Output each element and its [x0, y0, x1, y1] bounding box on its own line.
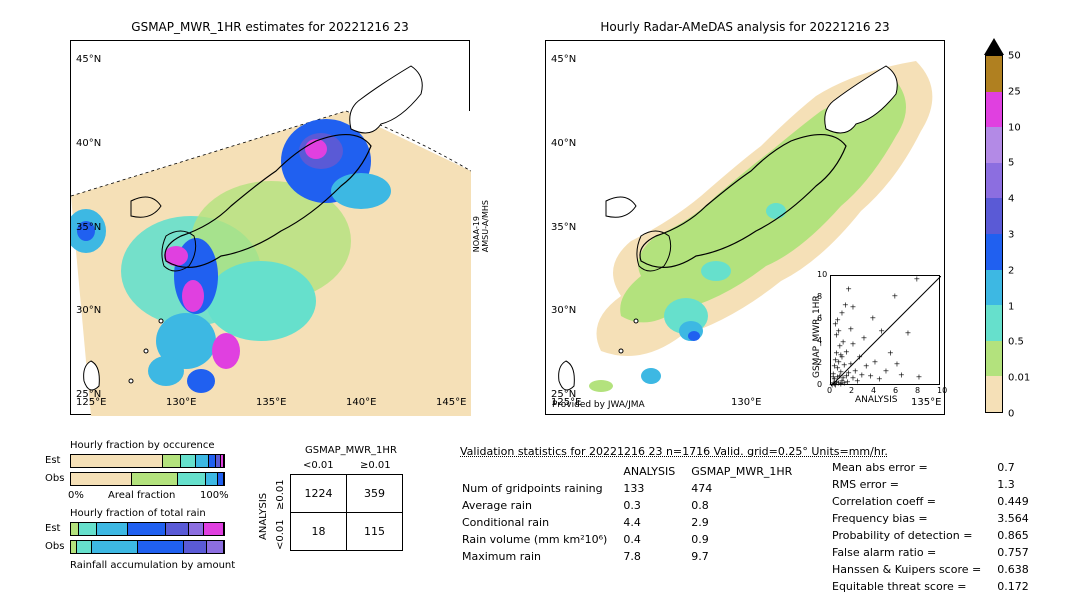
validation-right-table: Mean abs error =0.7RMS error =1.3Correla… [830, 458, 1045, 596]
occ-x1: Areal fraction [108, 490, 175, 501]
occ-title: Hourly fraction by occurence [70, 440, 214, 451]
cont-10: 18 [291, 513, 347, 551]
cont-01: 359 [347, 475, 403, 513]
validation-left-table: ANALYSISGSMAP_MWR_1HR Num of gridpoints … [460, 462, 808, 566]
satellite-label: NOAA-19AMSU-A/MHS [472, 200, 490, 252]
cont-row0: ≥0.01 [275, 479, 286, 510]
cont-00: 1224 [291, 475, 347, 513]
rain-title: Hourly fraction of total rain [70, 508, 206, 519]
colorbar: 00.010.512345102550 [985, 55, 1003, 413]
scatter-inset: ++++++++++++++++++++++++++++++++++++++++… [830, 275, 940, 385]
occ-x0: 0% [68, 490, 84, 501]
left-map-svg [71, 41, 471, 416]
vl-h1: GSMAP_MWR_1HR [691, 464, 806, 479]
occ-est-bar [70, 454, 225, 468]
occ-est-label: Est [45, 455, 60, 466]
rain-est-label: Est [45, 523, 60, 534]
cont-11: 115 [347, 513, 403, 551]
contingency-table: 1224359 18115 [290, 474, 403, 551]
cont-row-header: ANALYSIS [258, 493, 269, 540]
left-map-panel [70, 40, 470, 415]
scatter-xlabel: ANALYSIS [855, 395, 897, 405]
occ-x2: 100% [200, 490, 229, 501]
vl-h0: ANALYSIS [623, 464, 689, 479]
colorbar-peak [984, 38, 1004, 56]
cont-row1: <0.01 [275, 519, 286, 550]
right-map-title: Hourly Radar-AMeDAS analysis for 2022121… [545, 20, 945, 34]
rain-obs-bar [70, 540, 225, 554]
cont-col-header: GSMAP_MWR_1HR [305, 445, 397, 456]
cont-col0: <0.01 [303, 460, 334, 471]
rain-est-bar [70, 522, 225, 536]
cont-col1: ≥0.01 [360, 460, 391, 471]
occ-obs-label: Obs [45, 473, 64, 484]
rain-obs-label: Obs [45, 541, 64, 552]
occ-obs-bar [70, 472, 225, 486]
accum-title: Rainfall accumulation by amount [70, 560, 235, 571]
validation-title: Validation statistics for 20221216 23 n=… [460, 445, 888, 458]
left-map-title: GSMAP_MWR_1HR estimates for 20221216 23 [70, 20, 470, 34]
